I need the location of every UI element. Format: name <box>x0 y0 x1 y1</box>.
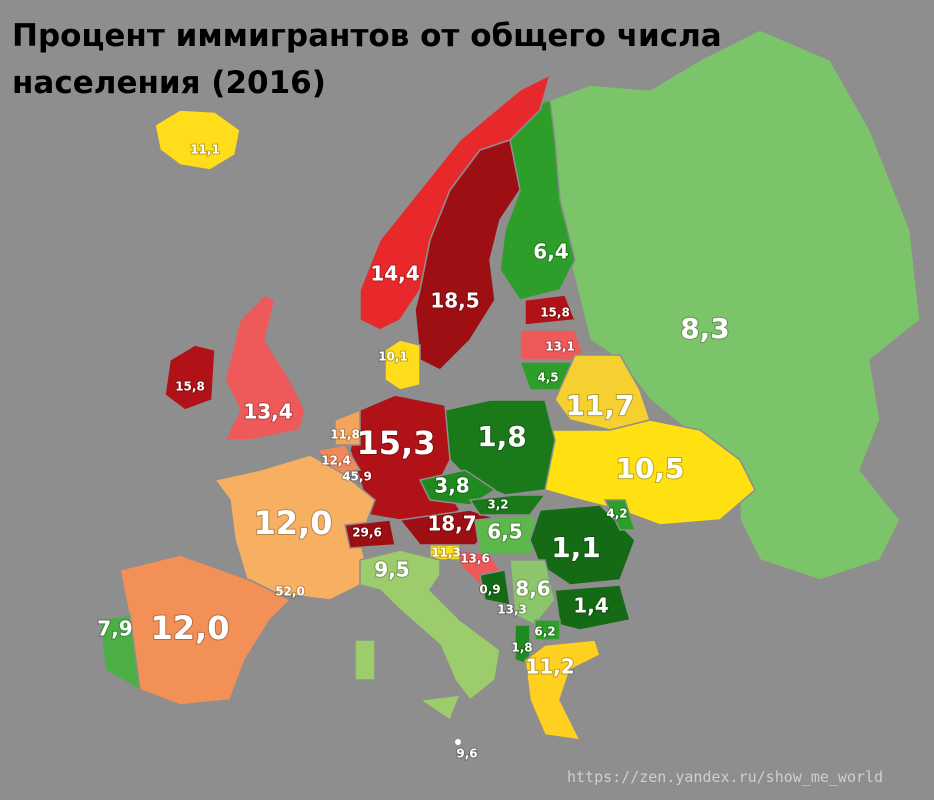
region-label: 11,1 <box>190 143 220 157</box>
region-label: 1,8 <box>511 641 532 655</box>
ireland <box>164 344 216 411</box>
malta <box>455 739 461 745</box>
labels: 11,1 14,4 18,5 6,4 8,3 15,8 13,1 4,5 10,… <box>96 142 731 762</box>
macedonia <box>534 619 561 641</box>
serbia <box>509 559 556 626</box>
region-label: 11,7 <box>565 389 634 422</box>
region-label: 6,2 <box>534 625 555 639</box>
countries <box>99 29 921 745</box>
region-label: 8,6 <box>515 577 550 601</box>
title-line: населения (2016) <box>12 65 326 101</box>
region-label: 15,8 <box>540 306 570 320</box>
region-label: 10,1 <box>378 350 408 364</box>
region-label: 3,2 <box>487 498 508 512</box>
region-label: 1,4 <box>573 594 608 618</box>
region-label: 14,4 <box>370 262 419 286</box>
netherlands <box>334 408 361 446</box>
region-label: 18,5 <box>430 289 479 313</box>
title-line: Процент иммигрантов от общего числа <box>12 18 722 54</box>
region-label: 13,6 <box>460 552 490 566</box>
region-label: 18,7 <box>427 512 476 536</box>
czech <box>418 469 497 506</box>
region-label: 3,8 <box>434 474 469 498</box>
region-label: 13,3 <box>497 603 527 617</box>
region-label: 8,3 <box>680 312 730 345</box>
region-label: 6,4 <box>533 240 568 264</box>
region-label: 11,8 <box>330 428 360 442</box>
region-label: 9,6 <box>456 747 477 761</box>
region-label: 45,9 <box>342 470 372 484</box>
region-label: 13,4 <box>243 400 292 424</box>
bosnia <box>479 569 511 606</box>
greece <box>524 639 601 741</box>
region-label: 13,1 <box>545 340 575 354</box>
region-label: 29,6 <box>352 526 382 540</box>
region-label: 12,0 <box>254 504 333 542</box>
sardinia <box>354 639 376 681</box>
region-label: 1,8 <box>477 420 527 453</box>
region-label: 4,2 <box>606 507 627 521</box>
region-label: 12,4 <box>321 454 351 468</box>
ukraine <box>544 419 756 526</box>
sweden <box>414 139 521 371</box>
region-label: 7,9 <box>97 617 132 641</box>
estonia <box>524 294 577 326</box>
slovakia <box>468 494 547 516</box>
italy <box>359 549 501 702</box>
moldova <box>603 499 637 531</box>
bulgaria <box>554 584 631 631</box>
denmark <box>384 339 421 391</box>
region-label: 10,5 <box>615 452 684 485</box>
romania <box>529 504 636 586</box>
region-label: 11,2 <box>525 655 574 679</box>
region-label: 15,8 <box>175 380 205 394</box>
sicily <box>417 694 462 722</box>
region-label: 0,9 <box>479 583 500 597</box>
source: https://zen.yandex.ru/show_me_world <box>567 768 883 786</box>
uk <box>223 294 306 441</box>
switzerland <box>344 519 396 549</box>
russia <box>549 29 921 581</box>
region-label: 11,3 <box>431 546 461 560</box>
iceland <box>154 109 241 171</box>
portugal <box>99 614 141 692</box>
region-label: 6,5 <box>487 520 522 544</box>
region-label: 4,5 <box>537 371 558 385</box>
region-label: 12,0 <box>151 609 230 647</box>
region-label: 15,3 <box>357 424 436 462</box>
region-label: 9,5 <box>374 558 409 582</box>
poland <box>444 399 556 496</box>
region-label: 1,1 <box>551 531 601 564</box>
region-label: 52,0 <box>275 585 305 599</box>
